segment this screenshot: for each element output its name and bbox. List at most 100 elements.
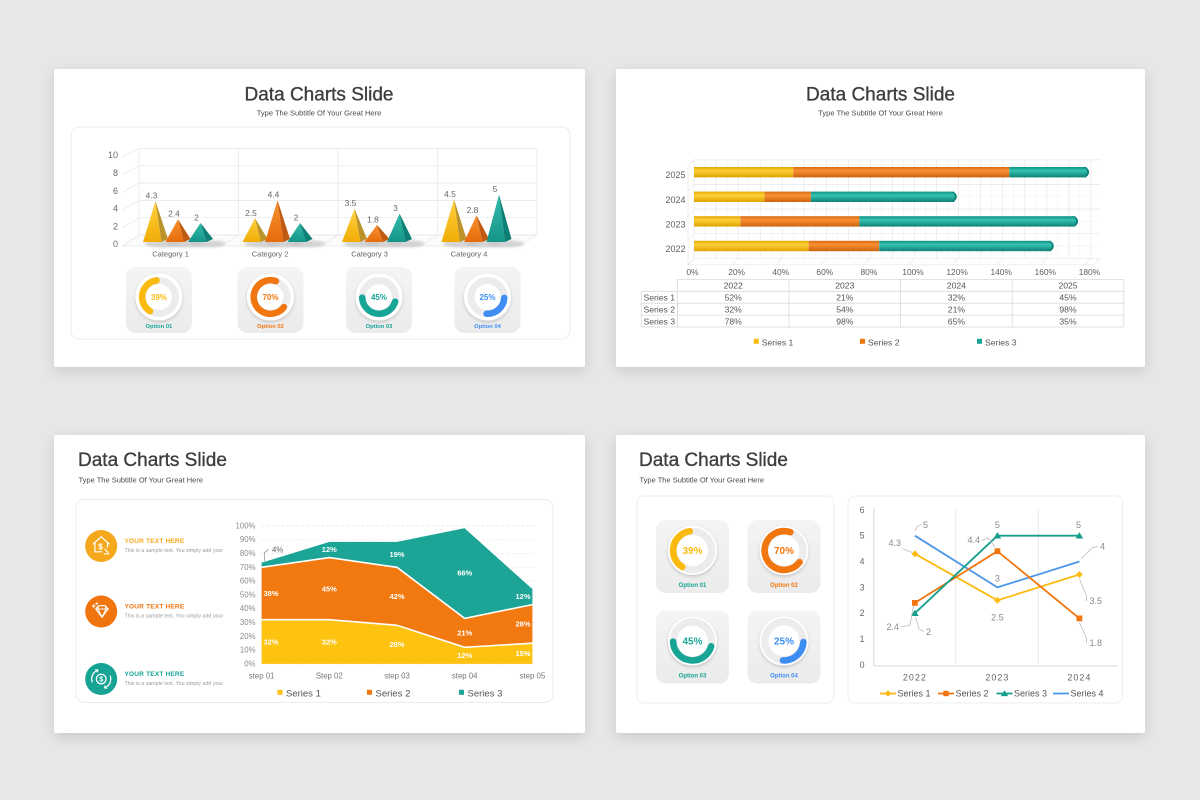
svg-text:2: 2 bbox=[926, 627, 931, 637]
svg-text:Option 01: Option 01 bbox=[679, 583, 707, 589]
svg-text:21%: 21% bbox=[457, 629, 472, 638]
svg-text:45%: 45% bbox=[322, 584, 337, 593]
svg-text:1.8: 1.8 bbox=[367, 214, 379, 224]
svg-text:40%: 40% bbox=[240, 604, 256, 613]
svg-text:21%: 21% bbox=[836, 293, 854, 303]
svg-text:160%: 160% bbox=[1035, 267, 1057, 277]
svg-text:This is a sample text. You sim: This is a sample text. You simply add yo… bbox=[125, 681, 224, 687]
svg-text:Category 2: Category 2 bbox=[252, 250, 289, 259]
svg-text:12%: 12% bbox=[457, 651, 472, 660]
svg-text:Data Charts Slide: Data Charts Slide bbox=[78, 450, 227, 471]
svg-text:4.3: 4.3 bbox=[146, 191, 158, 201]
svg-text:Series 1: Series 1 bbox=[762, 337, 794, 347]
svg-text:YOUR TEXT HERE: YOUR TEXT HERE bbox=[125, 604, 185, 611]
svg-text:120%: 120% bbox=[946, 267, 968, 277]
svg-text:10%: 10% bbox=[240, 646, 256, 655]
svg-text:2.5: 2.5 bbox=[245, 208, 257, 218]
svg-text:180%: 180% bbox=[1079, 267, 1101, 277]
svg-text:25%: 25% bbox=[774, 637, 794, 648]
svg-text:Series 1: Series 1 bbox=[644, 293, 676, 303]
svg-text:3: 3 bbox=[393, 203, 398, 213]
svg-text:0%: 0% bbox=[686, 267, 699, 277]
svg-text:2: 2 bbox=[294, 213, 299, 223]
svg-text:Series 1: Series 1 bbox=[286, 688, 321, 699]
svg-text:Series 2: Series 2 bbox=[956, 689, 989, 699]
svg-text:2024: 2024 bbox=[665, 195, 685, 205]
svg-text:98%: 98% bbox=[836, 316, 854, 326]
svg-text:4.3: 4.3 bbox=[888, 538, 901, 548]
svg-text:32%: 32% bbox=[263, 637, 278, 646]
svg-text:28%: 28% bbox=[389, 640, 404, 649]
svg-text:Type The Subtitle Of Your Grea: Type The Subtitle Of Your Great Here bbox=[640, 476, 765, 485]
svg-text:50%: 50% bbox=[240, 590, 256, 599]
svg-text:Option 04: Option 04 bbox=[474, 324, 502, 330]
svg-text:45%: 45% bbox=[682, 637, 702, 648]
svg-text:Series 3: Series 3 bbox=[468, 688, 503, 699]
svg-text:70%: 70% bbox=[240, 563, 256, 572]
svg-text:4.4: 4.4 bbox=[268, 190, 280, 200]
svg-text:4: 4 bbox=[1100, 542, 1105, 552]
svg-text:Data Charts Slide: Data Charts Slide bbox=[806, 85, 955, 106]
svg-text:90%: 90% bbox=[240, 535, 256, 544]
svg-text:78%: 78% bbox=[725, 316, 743, 326]
svg-text:2022: 2022 bbox=[724, 281, 743, 291]
svg-text:YOUR TEXT HERE: YOUR TEXT HERE bbox=[125, 538, 185, 545]
svg-text:YOUR TEXT HERE: YOUR TEXT HERE bbox=[125, 671, 185, 678]
svg-text:6: 6 bbox=[860, 505, 865, 515]
svg-text:21%: 21% bbox=[948, 304, 966, 314]
svg-text:40%: 40% bbox=[772, 267, 789, 277]
svg-text:Series 3: Series 3 bbox=[644, 316, 676, 326]
svg-text:12%: 12% bbox=[322, 545, 337, 554]
svg-text:4%: 4% bbox=[272, 546, 283, 555]
svg-text:2024: 2024 bbox=[1067, 673, 1091, 683]
svg-text:This is a sample text. You sim: This is a sample text. You simply add yo… bbox=[125, 614, 224, 620]
svg-text:2.5: 2.5 bbox=[991, 613, 1004, 623]
svg-text:Category 1: Category 1 bbox=[152, 250, 189, 259]
svg-text:5: 5 bbox=[995, 520, 1000, 530]
svg-text:80%: 80% bbox=[240, 549, 256, 558]
svg-text:2: 2 bbox=[113, 221, 118, 231]
svg-text:step 04: step 04 bbox=[452, 672, 478, 681]
svg-text:Option 04: Option 04 bbox=[770, 674, 798, 680]
svg-text:80%: 80% bbox=[861, 267, 878, 277]
svg-text:Category 4: Category 4 bbox=[451, 250, 488, 259]
svg-text:3: 3 bbox=[995, 574, 1000, 584]
svg-text:4: 4 bbox=[113, 204, 118, 214]
svg-text:2.8: 2.8 bbox=[467, 205, 479, 215]
svg-text:Option 03: Option 03 bbox=[366, 324, 394, 330]
svg-text:42%: 42% bbox=[389, 592, 404, 601]
svg-text:4: 4 bbox=[860, 557, 865, 567]
svg-text:Type The Subtitle Of Your Grea: Type The Subtitle Of Your Great Here bbox=[818, 109, 943, 118]
svg-text:32%: 32% bbox=[948, 293, 966, 303]
svg-text:32%: 32% bbox=[322, 637, 337, 646]
svg-text:Series 4: Series 4 bbox=[1071, 689, 1104, 699]
svg-text:65%: 65% bbox=[948, 316, 966, 326]
svg-text:2022: 2022 bbox=[665, 244, 685, 254]
svg-text:Series 2: Series 2 bbox=[644, 304, 676, 314]
svg-text:2022: 2022 bbox=[903, 673, 927, 683]
svg-text:100%: 100% bbox=[236, 521, 256, 530]
svg-text:3.5: 3.5 bbox=[1090, 596, 1103, 606]
svg-text:0%: 0% bbox=[244, 659, 255, 668]
svg-text:70%: 70% bbox=[774, 546, 794, 557]
svg-text:32%: 32% bbox=[725, 304, 743, 314]
svg-text:20%: 20% bbox=[728, 267, 745, 277]
svg-text:5: 5 bbox=[860, 531, 865, 541]
svg-text:2: 2 bbox=[194, 213, 199, 223]
svg-text:step 03: step 03 bbox=[384, 672, 410, 681]
svg-text:4.4: 4.4 bbox=[967, 535, 980, 545]
svg-text:Series 2: Series 2 bbox=[868, 337, 900, 347]
svg-text:4.5: 4.5 bbox=[444, 189, 456, 199]
svg-text:12%: 12% bbox=[515, 592, 530, 601]
svg-text:2025: 2025 bbox=[665, 170, 685, 180]
svg-text:5: 5 bbox=[923, 520, 928, 530]
svg-text:Step 02: Step 02 bbox=[316, 672, 343, 681]
svg-text:Option 01: Option 01 bbox=[146, 324, 174, 330]
svg-text:Series 2: Series 2 bbox=[376, 688, 411, 699]
svg-text:2025: 2025 bbox=[1058, 281, 1077, 291]
svg-text:1.8: 1.8 bbox=[1090, 638, 1103, 648]
svg-text:Data Charts Slide: Data Charts Slide bbox=[639, 450, 788, 471]
svg-text:30%: 30% bbox=[240, 618, 256, 627]
svg-text:98%: 98% bbox=[1059, 304, 1077, 314]
svg-text:1: 1 bbox=[860, 634, 865, 644]
